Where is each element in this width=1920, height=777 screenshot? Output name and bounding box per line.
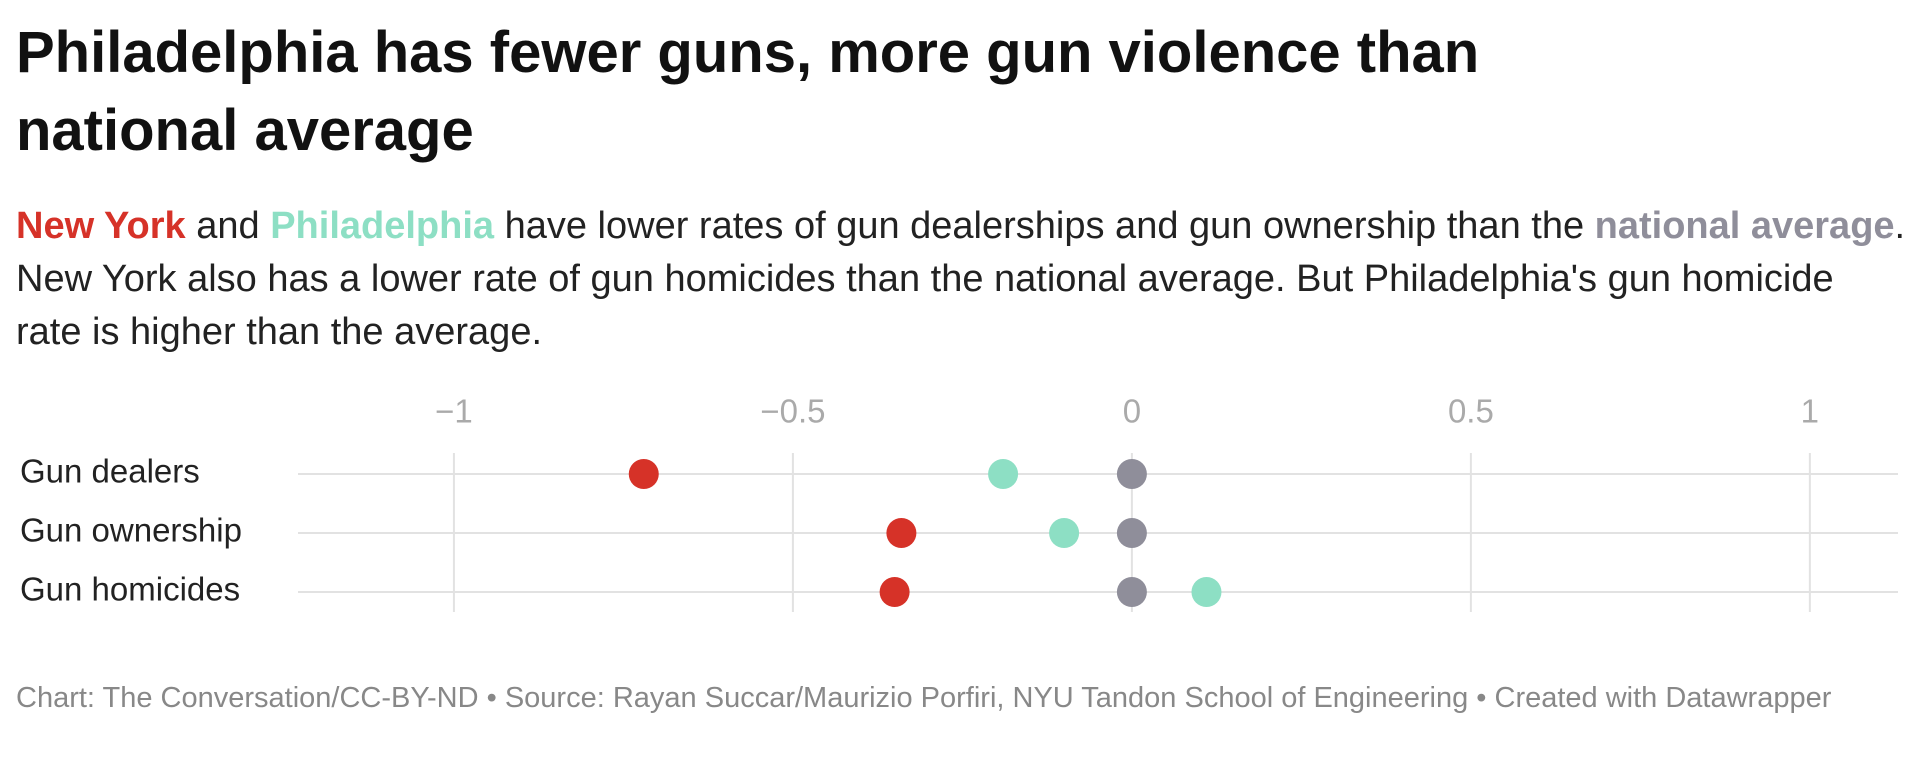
dot bbox=[886, 518, 917, 548]
x-tick-label: −0.5 bbox=[760, 393, 825, 430]
legend-entry: New York bbox=[16, 205, 186, 247]
dot bbox=[1116, 518, 1147, 548]
dot bbox=[1116, 459, 1147, 489]
dot bbox=[1049, 518, 1080, 548]
dot bbox=[628, 459, 659, 489]
x-tick-label: 1 bbox=[1801, 393, 1819, 430]
x-tick-label: 0.5 bbox=[1448, 393, 1494, 430]
dot bbox=[988, 459, 1019, 489]
x-tick-label: −1 bbox=[435, 393, 473, 430]
subtitle-text: have lower rates of gun dealerships and … bbox=[494, 205, 1595, 247]
subtitle: New York and Philadelphia have lower rat… bbox=[16, 200, 1906, 359]
dot bbox=[1116, 577, 1147, 607]
dot bbox=[879, 577, 910, 607]
dot bbox=[1191, 577, 1222, 607]
legend-entry: national average bbox=[1594, 205, 1895, 247]
y-tick-label: Gun dealers bbox=[20, 453, 200, 490]
subtitle-text: . New York also has a lower rate of gun … bbox=[16, 205, 1906, 353]
chart-title: Philadelphia has fewer guns, more gun vi… bbox=[16, 20, 1480, 163]
legend-entry: Philadelphia bbox=[270, 205, 495, 247]
chart: Gun dealers Gun ownership Gun homicides −1 −… bbox=[20, 393, 1898, 612]
x-tick-label: 0 bbox=[1123, 393, 1141, 430]
y-tick-label: Gun ownership bbox=[20, 512, 242, 549]
y-tick-label: Gun homicides bbox=[20, 571, 240, 608]
subtitle-text: and bbox=[185, 205, 271, 247]
footer: Chart: The Conversation/CC-BY-ND • Sourc… bbox=[16, 682, 1832, 714]
